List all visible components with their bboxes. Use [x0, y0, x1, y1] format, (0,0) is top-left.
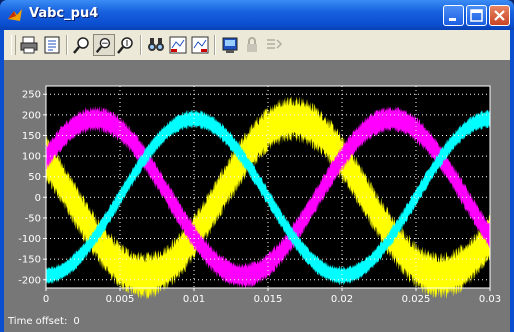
restore-axes-icon[interactable]	[189, 34, 211, 56]
window-frame-left	[0, 30, 4, 332]
y-tick-label: -50	[25, 213, 41, 224]
title-bar[interactable]: Vabc_pu4	[0, 0, 514, 30]
y-tick-label: 100	[22, 152, 41, 163]
y-tick-label: 150	[22, 131, 41, 142]
x-tick-label: 0.02	[331, 294, 353, 305]
time-offset-value: 0	[73, 316, 80, 327]
toolbar-separator	[140, 35, 142, 55]
scope-panel: -200 -150 -100 -50 0 50 100 150 200 250 0 0.005 0.01…	[4, 60, 510, 332]
save-axes-icon[interactable]	[167, 34, 189, 56]
toolbar	[4, 30, 510, 60]
toolbar-separator	[66, 35, 68, 55]
series-1-line	[46, 96, 490, 300]
print-icon[interactable]	[18, 34, 40, 56]
series-3-line	[46, 109, 490, 286]
x-tick-label: 0.025	[402, 294, 431, 305]
y-tick-label: 250	[22, 90, 41, 101]
y-tick-label: -200	[18, 275, 41, 286]
series-2-line	[46, 105, 490, 289]
autoscale-icon[interactable]	[145, 34, 167, 56]
x-tick-label: 0.01	[183, 294, 205, 305]
x-tick-label: 0.005	[106, 294, 135, 305]
status-bar: Time offset: 0	[8, 316, 86, 327]
x-tick-label: 0.03	[479, 294, 501, 305]
signal-selection-icon[interactable]	[263, 34, 285, 56]
floating-scope-icon[interactable]	[219, 34, 241, 56]
parameters-icon[interactable]	[41, 34, 63, 56]
window-title: Vabc_pu4	[29, 6, 99, 21]
zoom-x-icon[interactable]	[93, 34, 115, 56]
y-tick-label: -100	[18, 234, 41, 245]
x-tick-label: 0.015	[254, 294, 283, 305]
minimize-button[interactable]	[443, 5, 464, 26]
window-frame-right	[510, 30, 514, 332]
y-tick-label: 0	[35, 193, 41, 204]
y-tick-label: -150	[18, 255, 41, 266]
y-tick-label: 50	[28, 172, 41, 183]
zoom-y-icon[interactable]	[115, 34, 137, 56]
scope-plot[interactable]: -200 -150 -100 -50 0 50 100 150 200 250 0 0.005 0.01…	[4, 60, 510, 314]
toolbar-grip[interactable]	[11, 35, 16, 55]
close-button[interactable]	[489, 5, 510, 26]
time-offset-label: Time offset:	[8, 316, 68, 327]
x-tick-label: 0	[43, 294, 49, 305]
matlab-icon[interactable]	[7, 7, 23, 23]
y-tick-label: 200	[22, 110, 41, 121]
lock-icon[interactable]	[241, 34, 263, 56]
maximize-button[interactable]	[466, 5, 487, 26]
zoom-icon[interactable]	[71, 34, 93, 56]
toolbar-separator	[214, 35, 216, 55]
